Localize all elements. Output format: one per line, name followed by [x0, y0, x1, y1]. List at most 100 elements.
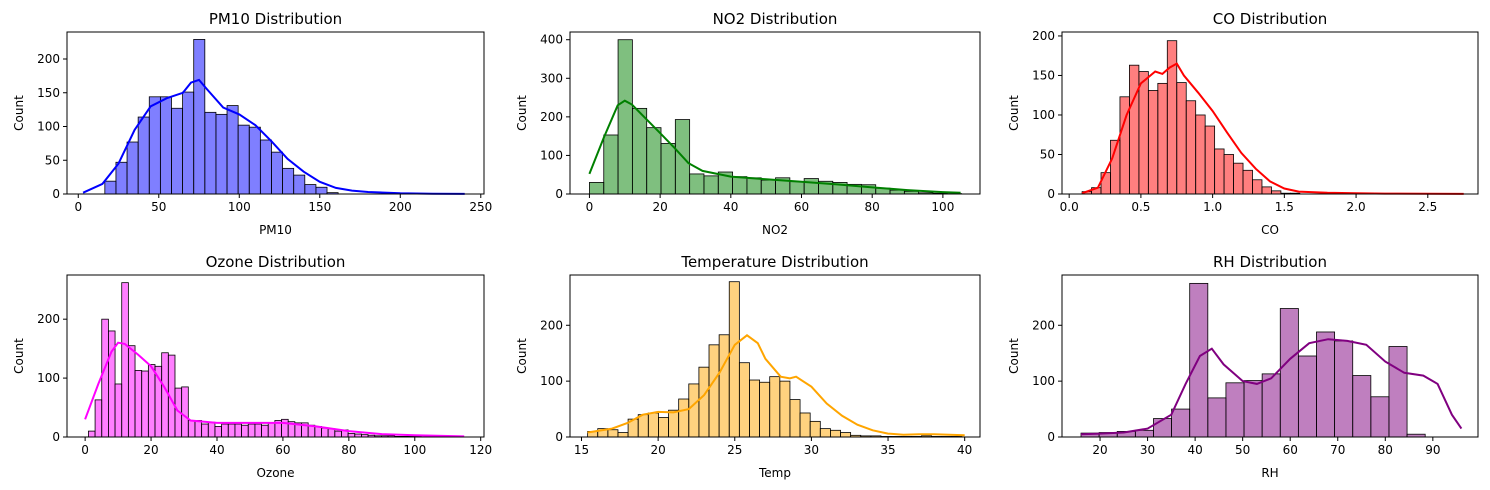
histogram-bar	[689, 173, 705, 195]
chart-title: Temperature Distribution	[680, 253, 868, 271]
histogram-bar	[137, 116, 150, 195]
histogram-bar	[799, 412, 811, 438]
histogram-bar	[1153, 418, 1172, 438]
histogram-bar	[809, 420, 821, 438]
histogram-bar	[315, 186, 328, 195]
chart-title: RH Distribution	[1213, 253, 1327, 271]
chart-title: NO2 Distribution	[713, 10, 838, 28]
histogram-bar	[127, 345, 136, 438]
x-tick-label: 0	[74, 200, 82, 214]
histogram-bar	[1279, 308, 1299, 438]
x-tick-label: 100	[931, 200, 954, 214]
histogram-bar	[1204, 125, 1216, 195]
histogram-bar	[660, 143, 676, 195]
histogram-bar	[607, 429, 619, 438]
x-tick-label: 20	[652, 200, 667, 214]
histogram-bar	[1252, 179, 1263, 195]
histogram-bar	[1214, 148, 1225, 195]
histogram-bar	[293, 174, 306, 195]
chart-panel-5: 15 20 25 30 35 40 0 100 200 Temperature Distribut…	[515, 253, 981, 480]
x-tick-label: 150	[308, 200, 331, 214]
x-axis-label: RH	[1261, 466, 1278, 480]
kde-line	[1080, 338, 1463, 436]
chart-panel-3: 0.0 0.5 1.0 1.5 2.0 2.5 0 50 100 150 200 CO Distrib…	[1007, 10, 1479, 237]
x-tick-label: 60	[275, 443, 290, 457]
histogram-bar	[94, 399, 103, 438]
histogram-bar	[1138, 71, 1149, 195]
histogram-bar	[759, 381, 771, 438]
axes-frame	[569, 31, 981, 195]
histogram-bar	[215, 113, 228, 195]
y-axis-label: Count	[515, 95, 529, 131]
chart-panel-4: 0 20 40 60 80 100 120 0 100 200 Ozone Distribution…	[12, 253, 492, 480]
x-tick-label: 1.0	[1203, 200, 1222, 214]
histogram-bar	[1195, 114, 1206, 195]
histogram-bar	[779, 380, 791, 438]
histogram-bar	[1223, 154, 1234, 195]
histogram-bar	[746, 177, 762, 195]
histogram-bar	[819, 428, 831, 438]
histogram-bars	[88, 282, 422, 438]
x-tick-label: 70	[1330, 443, 1345, 457]
axes-frame	[1061, 31, 1479, 195]
y-axis-label: Count	[12, 338, 26, 374]
histogram-bar	[728, 281, 740, 438]
histogram-bar	[101, 318, 109, 438]
kde-line	[588, 99, 961, 194]
histogram-bars	[1080, 282, 1426, 438]
histogram-bar	[259, 139, 272, 195]
histogram-bar	[114, 383, 123, 438]
x-axis-label: PM10	[259, 223, 292, 237]
histogram-bar	[789, 399, 801, 438]
y-tick-label: 100	[1032, 108, 1055, 122]
histogram-bar	[840, 432, 852, 438]
y-tick-label: 150	[37, 86, 60, 100]
histogram-bar	[1176, 82, 1187, 195]
x-tick-label: 90	[1425, 443, 1440, 457]
axes-frame	[66, 274, 485, 438]
histogram-bar	[703, 175, 719, 195]
x-axis-label: Ozone	[256, 466, 294, 480]
x-axis-label: NO2	[762, 223, 788, 237]
histogram-bar	[760, 179, 776, 195]
histogram-bars	[1081, 40, 1301, 195]
histogram-bar	[718, 334, 730, 438]
x-tick-label: 120	[469, 443, 492, 457]
histogram-bar	[647, 412, 659, 438]
histogram-bar	[803, 178, 819, 195]
histogram-bar	[1242, 169, 1253, 195]
y-tick-label: 200	[540, 318, 563, 332]
x-axis-label: Temp	[758, 466, 791, 480]
histogram-bar	[1334, 340, 1354, 438]
histogram-bar	[181, 386, 189, 438]
y-tick-label: 50	[1040, 147, 1055, 161]
histogram-bars	[104, 39, 339, 195]
histogram-bar	[267, 422, 276, 438]
kde-line	[84, 341, 465, 438]
histogram-bar	[221, 423, 229, 438]
histogram-bar	[1157, 82, 1168, 195]
histogram-bar	[1352, 375, 1372, 438]
histogram-bar	[159, 96, 172, 195]
histogram-bar	[261, 424, 269, 438]
histogram-bar	[658, 417, 669, 438]
y-tick-label: 0	[1047, 187, 1055, 201]
histogram-bar	[182, 91, 195, 195]
histogram-bar	[589, 182, 605, 195]
histogram-bar	[789, 181, 805, 195]
histogram-bar	[141, 370, 149, 438]
x-tick-label: 0.5	[1131, 200, 1150, 214]
histogram-bar	[1297, 355, 1317, 438]
x-tick-label: 1.5	[1275, 200, 1294, 214]
y-tick-label: 0	[52, 187, 60, 201]
histogram-bar	[121, 282, 129, 438]
histogram-bar	[708, 344, 720, 438]
x-tick-label: 100	[403, 443, 426, 457]
histogram-bar	[226, 105, 239, 195]
histogram-bar	[830, 429, 841, 438]
x-tick-label: 0	[586, 200, 594, 214]
y-axis-label: Count	[515, 338, 529, 374]
y-tick-label: 100	[540, 148, 563, 162]
histogram-bar	[254, 423, 262, 438]
y-tick-label: 50	[45, 153, 60, 167]
